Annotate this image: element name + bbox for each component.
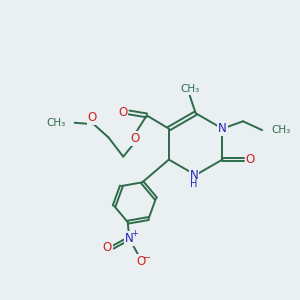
Text: +: +: [131, 229, 138, 238]
Text: O: O: [103, 241, 112, 254]
Text: CH₃: CH₃: [272, 125, 291, 135]
Text: O: O: [118, 106, 127, 119]
Text: O: O: [136, 255, 146, 268]
Text: O: O: [130, 132, 140, 145]
Text: O: O: [245, 153, 255, 166]
Text: CH₃: CH₃: [180, 84, 200, 94]
Text: −: −: [143, 253, 152, 262]
Text: O: O: [88, 111, 97, 124]
Text: N: N: [218, 122, 227, 135]
Text: H: H: [190, 179, 198, 190]
Text: CH₃: CH₃: [46, 118, 65, 128]
Text: N: N: [190, 169, 199, 182]
Text: N: N: [125, 232, 134, 245]
